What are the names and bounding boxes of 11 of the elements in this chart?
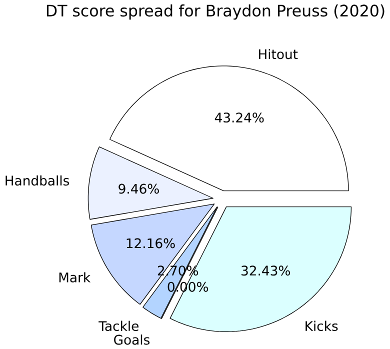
data-label: 32.43%	[242, 266, 290, 276]
slice-label: Kicks	[306, 320, 338, 331]
category-label: Goals	[114, 334, 150, 345]
slice-label: Mark	[59, 272, 91, 282]
chart-title: DT score spread for Braydon Preuss (2020)	[46, 4, 384, 20]
data-label: 43.24%	[214, 112, 264, 122]
data-label: 12.16%	[126, 238, 175, 248]
slice-label: Tackle	[98, 320, 138, 331]
slice-label: Hitout	[259, 48, 298, 60]
data-label: 9.46%	[118, 184, 159, 194]
slice-label: Handballs	[6, 175, 70, 186]
